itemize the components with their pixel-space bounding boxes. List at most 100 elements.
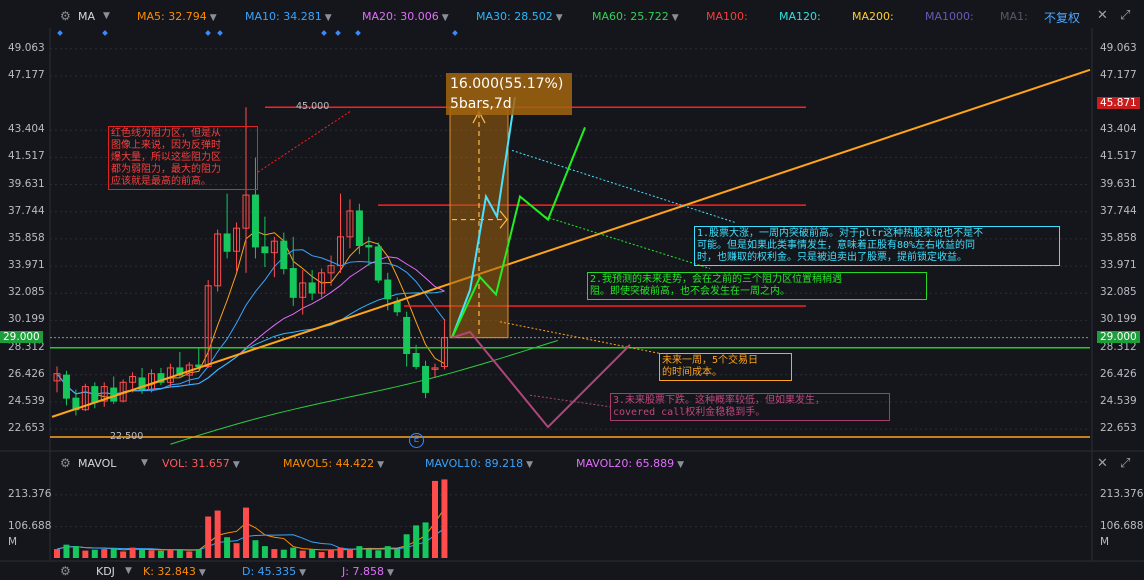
volume-tick-left: 213.376 bbox=[8, 487, 52, 500]
ma30-value: MA30: 28.502 ▼ bbox=[476, 9, 563, 23]
ma-indicator-bar: ⚙ MA ▼ MA5: 32.794 ▼ MA10: 34.281 ▼ MA20: … bbox=[0, 6, 1144, 26]
candle-body bbox=[374, 246, 382, 281]
price-tick-right: 30.199 bbox=[1100, 313, 1137, 326]
measure-label-box: 16.000(55.17%) 5bars,7d bbox=[446, 73, 572, 115]
volume-grid bbox=[50, 494, 1090, 528]
candle-body bbox=[251, 194, 259, 248]
volume-bar bbox=[356, 546, 363, 558]
gear-icon[interactable]: ⚙ bbox=[60, 9, 71, 23]
volume-bar bbox=[328, 549, 335, 558]
volume-bar bbox=[91, 549, 98, 558]
price-tick-right: 39.631 bbox=[1100, 177, 1137, 190]
measure-range: 16.000(55.17%) bbox=[450, 76, 564, 92]
low-label: 22.500 bbox=[110, 431, 144, 442]
chevron-down-icon[interactable]: ▼ bbox=[103, 11, 110, 21]
volume-ma-line bbox=[56, 508, 445, 551]
time-cost-dotted bbox=[499, 321, 661, 354]
ma5-value: MA5: 32.794 ▼ bbox=[137, 9, 217, 23]
price-tick-left: 24.539 bbox=[8, 394, 45, 407]
gear-icon[interactable]: ⚙ bbox=[60, 564, 71, 578]
price-tick-right: 47.177 bbox=[1100, 68, 1137, 81]
candle-body bbox=[431, 367, 439, 370]
volume-tick-left: M bbox=[8, 536, 18, 548]
price-tick-left: 47.177 bbox=[8, 68, 45, 81]
volume-bar bbox=[309, 549, 316, 558]
scenario-down-dotted bbox=[529, 394, 611, 408]
volume-bar bbox=[413, 525, 420, 558]
candle-body bbox=[308, 282, 316, 294]
price-tick-left: 22.653 bbox=[8, 422, 45, 435]
indicator-name[interactable]: MA bbox=[78, 9, 96, 23]
volume-bar bbox=[139, 549, 146, 558]
adjustment-toggle[interactable]: 不复权 bbox=[1044, 11, 1081, 25]
scenario-forecast-path bbox=[451, 127, 586, 339]
candle-body bbox=[355, 210, 363, 246]
ma1000-value: MA1000: bbox=[925, 9, 974, 23]
volume-indicator-bar: ⚙ MAVOL ▼ VOL: 31.657 ▼ MAVOL5: 44.422 ▼ M… bbox=[0, 454, 1144, 472]
candle-body bbox=[233, 227, 241, 252]
volume-bar bbox=[186, 551, 193, 558]
scenario-up-dotted bbox=[511, 149, 736, 223]
price-tick-left: 49.063 bbox=[8, 41, 45, 54]
candlesticks bbox=[53, 107, 448, 416]
volume-tick-right: M bbox=[1100, 536, 1110, 548]
close-icon[interactable]: ✕ bbox=[1097, 8, 1108, 23]
chevron-down-icon[interactable]: ▼ bbox=[141, 458, 148, 468]
volume-tick-right: 213.376 bbox=[1100, 487, 1144, 500]
volume-bar bbox=[299, 550, 306, 558]
k-value: K: 32.843 ▼ bbox=[143, 564, 206, 578]
volume-bar bbox=[318, 552, 325, 558]
ma20-value: MA20: 30.006 ▼ bbox=[362, 9, 449, 23]
projection-dotted bbox=[257, 111, 351, 173]
price-tick-right: 49.063 bbox=[1100, 41, 1137, 54]
volume-bar bbox=[148, 550, 155, 558]
gear-icon[interactable]: ⚙ bbox=[60, 456, 71, 470]
candle-body bbox=[289, 268, 297, 298]
candle-body bbox=[157, 373, 165, 383]
price-tick-right: 43.404 bbox=[1100, 123, 1137, 136]
ma10-value: MA10: 34.281 ▼ bbox=[245, 9, 332, 23]
volume-bar bbox=[271, 549, 278, 558]
volume-bar bbox=[214, 510, 221, 558]
price-tick-left: 28.312 bbox=[8, 340, 45, 353]
ma-line bbox=[56, 290, 445, 395]
candle-body bbox=[384, 279, 392, 300]
event-marker-icon[interactable]: E bbox=[409, 433, 424, 448]
expand-icon[interactable]: ⤢ bbox=[1120, 8, 1131, 23]
volume-bar bbox=[82, 550, 89, 558]
volume-bar bbox=[441, 479, 448, 558]
candle-body bbox=[166, 367, 174, 383]
volume-bar bbox=[110, 548, 117, 558]
candle-body bbox=[242, 194, 250, 229]
price-tick-left: 26.426 bbox=[8, 367, 45, 380]
candle-body bbox=[422, 365, 430, 393]
candle-body bbox=[318, 272, 326, 294]
candle-body bbox=[129, 376, 137, 383]
kdj-indicator-bar: ⚙ KDJ ▼ K: 32.843 ▼ D: 45.335 ▼ J: 7.858 ▼ bbox=[0, 562, 1144, 580]
price-tick-left: 35.858 bbox=[8, 231, 45, 244]
close-icon[interactable]: ✕ bbox=[1097, 455, 1108, 471]
volume-bar bbox=[176, 549, 183, 558]
volume-bar bbox=[422, 522, 429, 558]
ma-line bbox=[56, 249, 445, 395]
scenario-forecast-dotted bbox=[544, 216, 711, 270]
ma120-value: MA120: bbox=[779, 9, 821, 23]
note-time-cost: 未来一周，5个交易日 的时间成本。 bbox=[659, 353, 792, 381]
candle-body bbox=[403, 316, 411, 355]
volume-bar bbox=[233, 543, 240, 558]
price-tick-right: 32.085 bbox=[1100, 286, 1137, 299]
kdj-indicator-name[interactable]: KDJ bbox=[96, 564, 115, 578]
volume-bar bbox=[195, 549, 202, 558]
candle-body bbox=[327, 265, 335, 274]
volume-average-lines bbox=[56, 508, 445, 551]
candle-body bbox=[270, 240, 278, 254]
volume-bar bbox=[129, 547, 136, 558]
volume-tick-left: 106.688 bbox=[8, 519, 52, 532]
current-price-tag-right: 29.000 bbox=[1097, 331, 1140, 343]
vol-value: VOL: 31.657 ▼ bbox=[162, 456, 240, 470]
volume-indicator-name[interactable]: MAVOL bbox=[78, 456, 117, 470]
chevron-down-icon[interactable]: ▼ bbox=[125, 566, 132, 576]
expand-icon[interactable]: ⤢ bbox=[1120, 455, 1131, 471]
ma60-line bbox=[170, 339, 558, 445]
